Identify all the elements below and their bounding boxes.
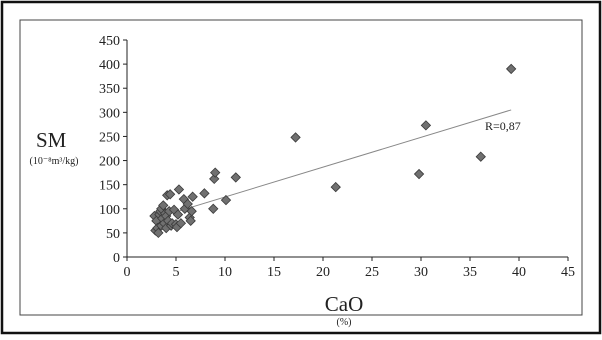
data-point	[175, 218, 187, 229]
x-tick-label: 35	[463, 265, 477, 280]
x-tick-label: 40	[512, 265, 526, 280]
x-tick-label: 25	[365, 265, 379, 280]
x-tick-label: 30	[414, 265, 428, 280]
trendline-group	[154, 109, 512, 219]
data-point	[230, 172, 241, 183]
data-point	[290, 132, 301, 143]
x-axis-unit: (%)	[337, 317, 352, 328]
data-point	[413, 168, 425, 180]
data-point	[172, 209, 184, 220]
data-point	[209, 173, 220, 185]
data-point	[187, 191, 198, 202]
data-point	[182, 198, 193, 210]
y-tick-label: 300	[99, 106, 120, 121]
y-axis-title: SM	[36, 128, 67, 152]
plot-area-border	[19, 19, 583, 316]
data-point	[185, 215, 196, 226]
y-tick-label: 400	[99, 58, 120, 73]
y-tick-label: 50	[106, 227, 120, 242]
x-tick-label: 15	[267, 265, 281, 280]
data-point	[210, 167, 221, 178]
data-point	[475, 151, 486, 162]
y-tick-label: 100	[99, 203, 120, 218]
y-tick-label: 150	[99, 179, 120, 194]
correlation-annotation: R=0,87	[485, 119, 521, 133]
data-point	[420, 120, 432, 131]
trendline	[154, 109, 512, 219]
x-tick-label: 20	[316, 265, 330, 280]
data-points	[149, 63, 517, 239]
data-point	[158, 200, 169, 211]
data-point	[330, 181, 341, 193]
y-tick-label: 200	[99, 155, 120, 170]
y-tick-label: 0	[113, 251, 120, 266]
data-point	[164, 189, 176, 200]
data-point	[220, 194, 232, 206]
data-point	[173, 184, 185, 195]
x-axis-title: CaO	[325, 292, 364, 316]
y-tick-label: 250	[99, 130, 120, 145]
y-tick-label: 350	[99, 82, 120, 97]
data-point	[199, 188, 210, 199]
data-point	[505, 63, 517, 75]
y-tick-label: 450	[99, 34, 120, 49]
axes: 0 50 100 150 200 250 300 350 400 450 0 5 10 15 20 25 30 3…	[99, 34, 575, 280]
x-tick-label: 0	[124, 265, 131, 280]
data-point	[208, 203, 219, 214]
x-tick-label: 45	[561, 265, 575, 280]
x-tick-label: 10	[218, 265, 232, 280]
x-tick-label: 5	[173, 265, 180, 280]
data-point	[153, 227, 164, 239]
y-axis-unit: (10⁻⁸m³/kg)	[30, 156, 79, 167]
data-point	[186, 206, 197, 217]
